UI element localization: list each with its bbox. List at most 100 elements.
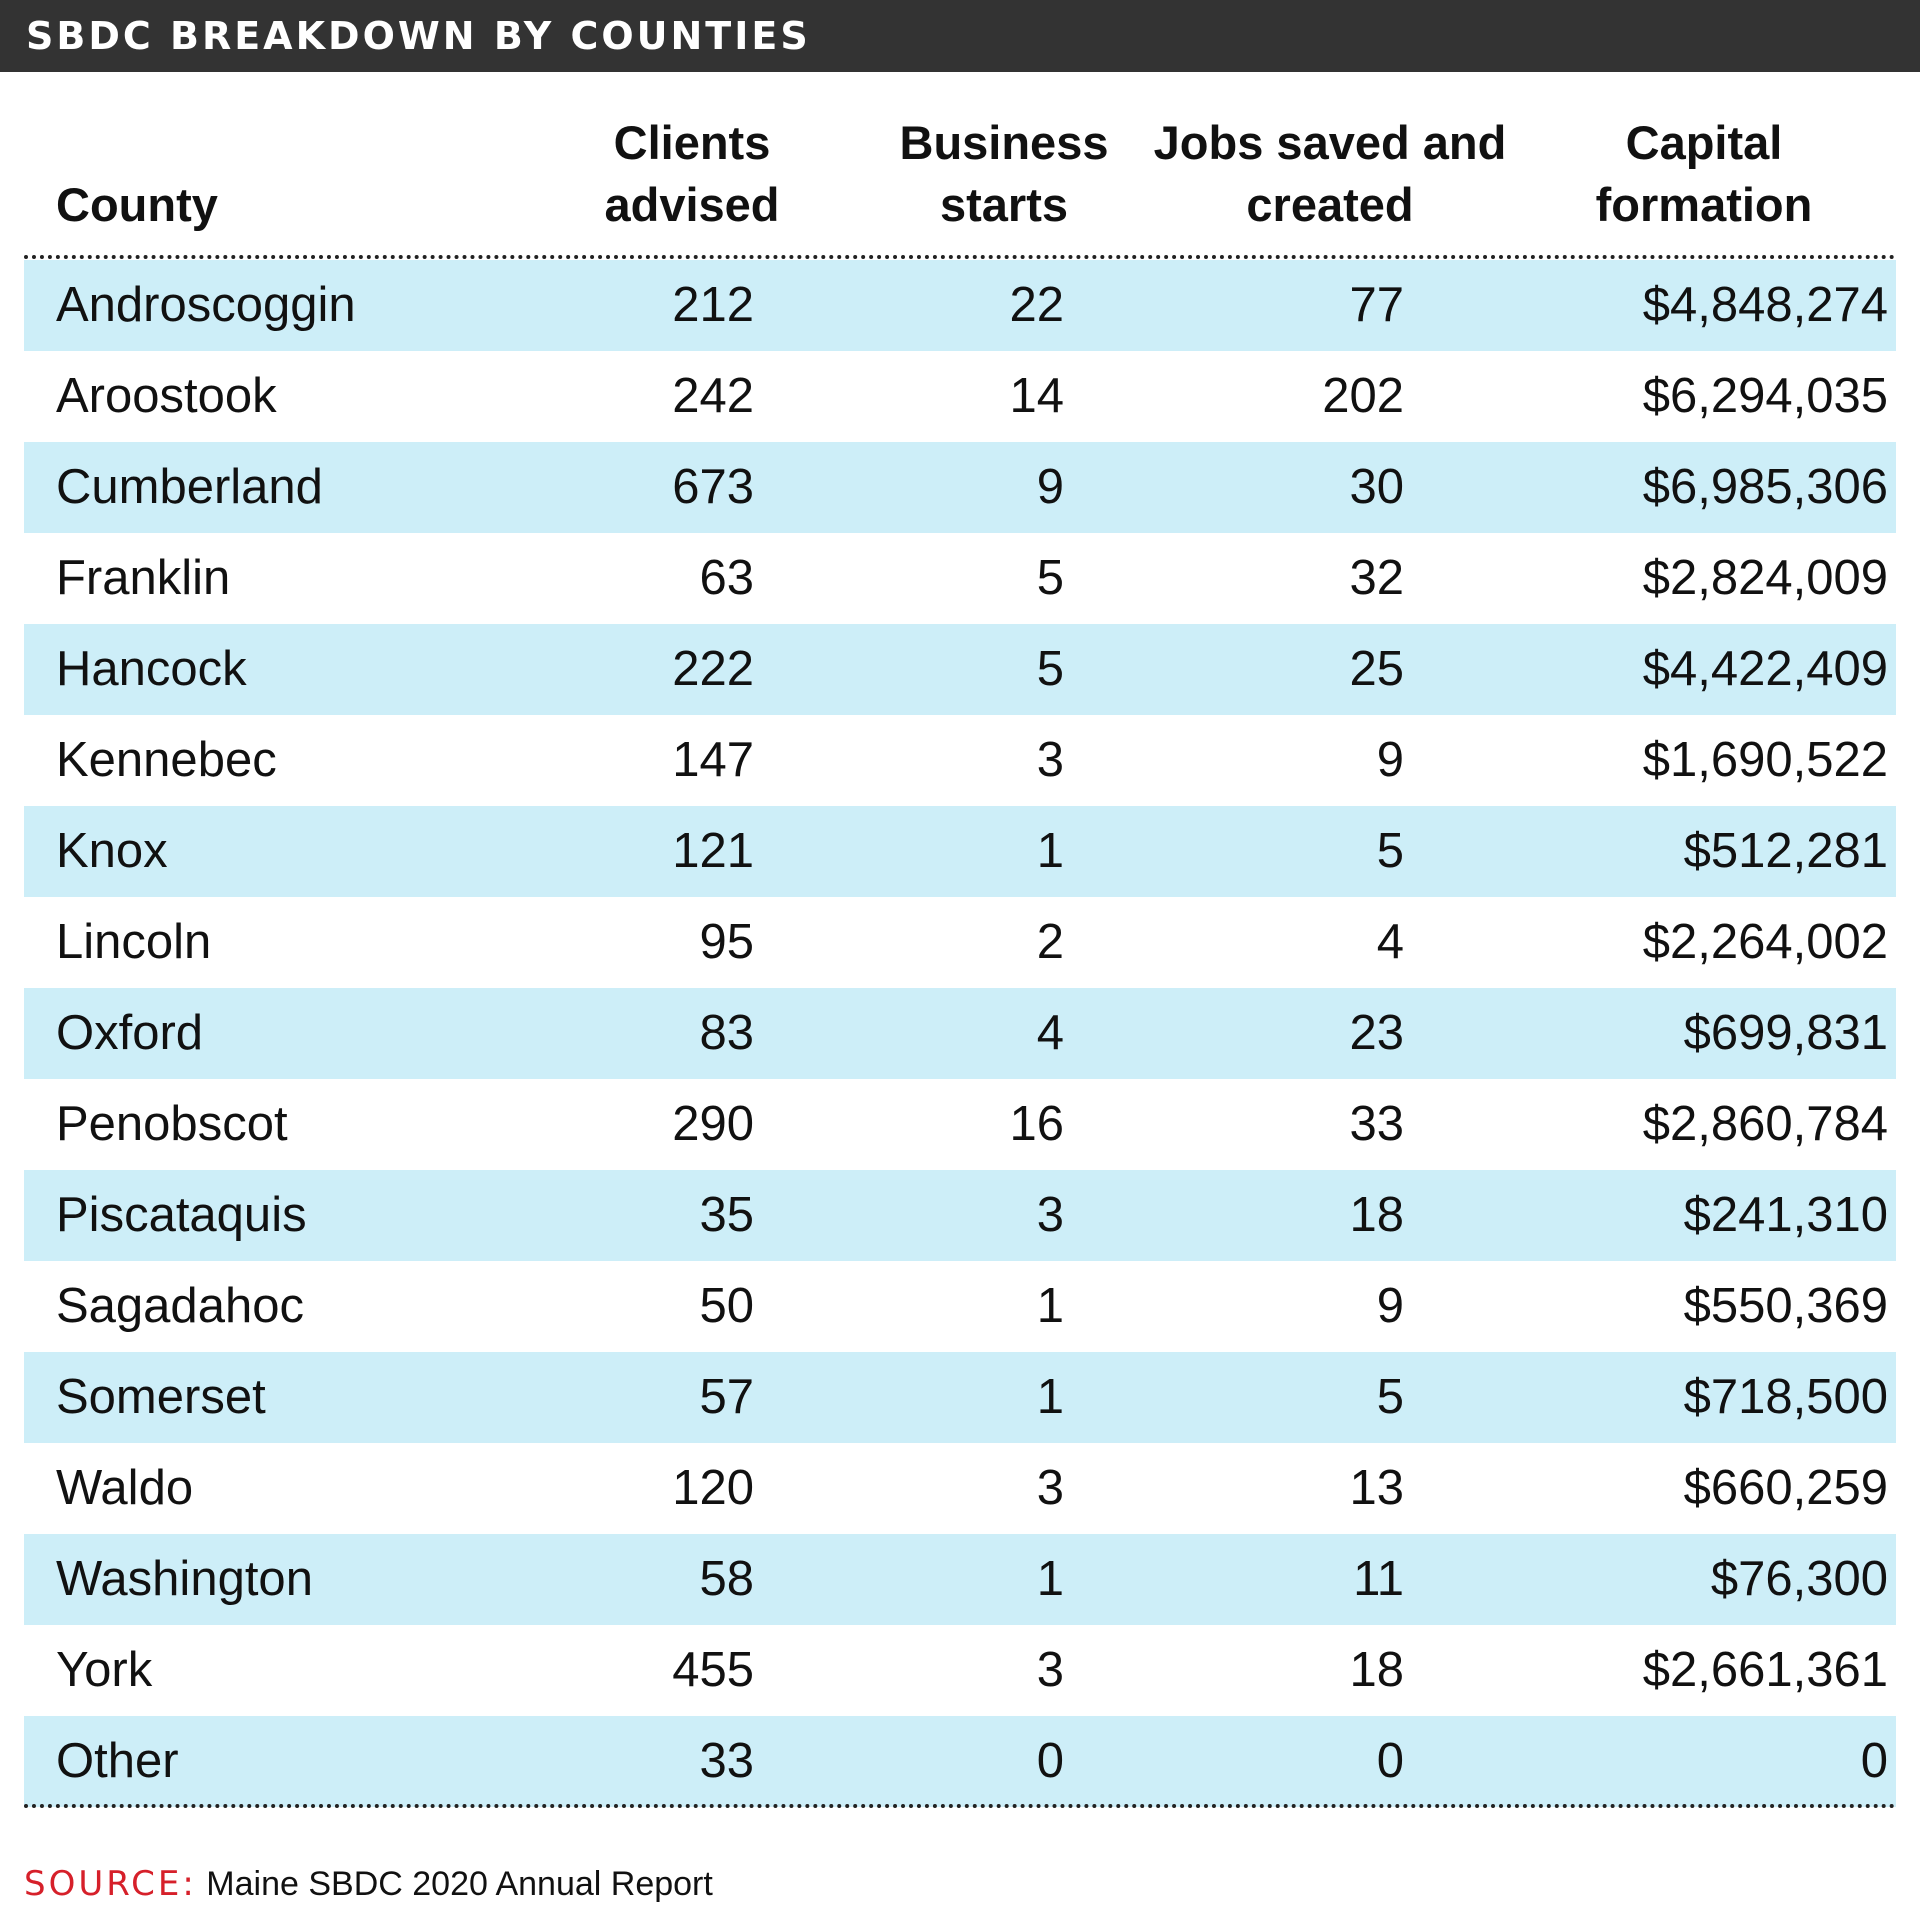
table-row: Other 33 0 0 0 <box>24 1716 1896 1807</box>
cell-jobs: 0 <box>1376 1734 1404 1788</box>
cell-capital: $76,300 <box>1710 1552 1888 1606</box>
cell-capital: $6,985,306 <box>1642 460 1888 514</box>
cell-jobs: 5 <box>1376 1370 1404 1424</box>
cell-business: 3 <box>1036 733 1064 787</box>
cell-capital: $2,661,361 <box>1642 1643 1888 1697</box>
table-row: Somerset 57 1 5 $718,500 <box>24 1352 1896 1443</box>
cell-business: 22 <box>1009 278 1064 332</box>
cell-jobs: 9 <box>1376 1279 1404 1333</box>
cell-clients: 57 <box>699 1370 754 1424</box>
cell-jobs: 4 <box>1376 915 1404 969</box>
cell-clients: 50 <box>699 1279 754 1333</box>
cell-capital: $718,500 <box>1683 1370 1888 1424</box>
cell-county: Piscataquis <box>56 1188 307 1242</box>
table-row: Piscataquis 35 3 18 $241,310 <box>24 1170 1896 1261</box>
cell-capital: $550,369 <box>1683 1279 1888 1333</box>
cell-county: Waldo <box>56 1461 194 1515</box>
cell-business: 16 <box>1009 1097 1064 1151</box>
cell-jobs: 32 <box>1349 551 1404 605</box>
table-row: Oxford 83 4 23 $699,831 <box>24 988 1896 1079</box>
cell-county: Cumberland <box>56 460 323 514</box>
cell-capital: $4,422,409 <box>1642 642 1888 696</box>
header-business-line1: Business <box>899 116 1109 169</box>
header-clients-line1: Clients <box>613 116 771 169</box>
cell-county: Washington <box>56 1552 313 1606</box>
table-row: Androscoggin 212 22 77 $4,848,274 <box>24 260 1896 351</box>
cell-county: Penobscot <box>56 1097 288 1151</box>
cell-jobs: 33 <box>1349 1097 1404 1151</box>
header-capital-line2: formation <box>1595 178 1813 231</box>
header-jobs-saved-created: Jobs saved and created <box>1130 112 1530 236</box>
cell-jobs: 13 <box>1349 1461 1404 1515</box>
header-capital-formation: Capital formation <box>1524 112 1884 236</box>
cell-clients: 95 <box>699 915 754 969</box>
cell-capital: $512,281 <box>1683 824 1888 878</box>
cell-jobs: 77 <box>1349 278 1404 332</box>
table-row: Sagadahoc 50 1 9 $550,369 <box>24 1261 1896 1352</box>
cell-capital: $699,831 <box>1683 1006 1888 1060</box>
cell-capital: $2,264,002 <box>1642 915 1888 969</box>
table-row: Franklin 63 5 32 $2,824,009 <box>24 533 1896 624</box>
cell-capital: $241,310 <box>1683 1188 1888 1242</box>
table-row: Penobscot 290 16 33 $2,860,784 <box>24 1079 1896 1170</box>
cell-clients: 120 <box>672 1461 754 1515</box>
cell-business: 14 <box>1009 369 1064 423</box>
cell-county: Lincoln <box>56 915 212 969</box>
cell-county: Franklin <box>56 551 231 605</box>
header-clients-advised: Clients advised <box>532 112 852 236</box>
cell-clients: 242 <box>672 369 754 423</box>
table-row: Washington 58 1 11 $76,300 <box>24 1534 1896 1625</box>
cell-jobs: 9 <box>1376 733 1404 787</box>
cell-business: 3 <box>1036 1461 1064 1515</box>
table-body: Androscoggin 2 1 2 22 77 $4,848,274 Aroostook 24… <box>24 260 1896 1807</box>
cell-clients: 222 <box>672 642 754 696</box>
header-business-starts: Business starts <box>834 112 1174 236</box>
source-text: Maine SBDC 2020 Annual Report <box>206 1865 713 1903</box>
header-divider <box>24 255 1896 259</box>
cell-business: 3 <box>1036 1188 1064 1242</box>
cell-county: Sagadahoc <box>56 1279 304 1333</box>
cell-clients: 147 <box>672 733 754 787</box>
table-row: Aroostook 242 14 202 $6,294,035 <box>24 351 1896 442</box>
cell-county: Androscoggin <box>56 278 356 332</box>
cell-jobs: 18 <box>1349 1643 1404 1697</box>
cell-clients: 35 <box>699 1188 754 1242</box>
cell-capital: $4,848,274 <box>1642 278 1888 332</box>
table-row: Hancock 222 5 25 $4,422,409 <box>24 624 1896 715</box>
source-note: SOURCE: Maine SBDC 2020 Annual Report <box>24 1862 713 1906</box>
cell-jobs: 5 <box>1376 824 1404 878</box>
cell-county: Knox <box>56 824 168 878</box>
chart-title: SBDC BREAKDOWN BY COUNTIES <box>26 14 811 58</box>
cell-county: Somerset <box>56 1370 266 1424</box>
cell-jobs: 23 <box>1349 1006 1404 1060</box>
cell-capital: $2,860,784 <box>1642 1097 1888 1151</box>
title-bar: SBDC BREAKDOWN BY COUNTIES <box>0 0 1920 72</box>
cell-business: 3 <box>1036 1643 1064 1697</box>
cell-business: 1 <box>1036 1370 1064 1424</box>
cell-business: 4 <box>1036 1006 1064 1060</box>
cell-jobs: 18 <box>1349 1188 1404 1242</box>
header-county: County <box>56 178 218 231</box>
cell-clients: 455 <box>672 1643 754 1697</box>
table-row: Lincoln 95 2 4 $2,264,002 <box>24 897 1896 988</box>
cell-jobs: 25 <box>1349 642 1404 696</box>
cell-business: 1 <box>1036 1552 1064 1606</box>
cell-clients: 121 <box>672 824 754 878</box>
table-row: York 455 3 18 $2,661,361 <box>24 1625 1896 1716</box>
cell-clients: 83 <box>699 1006 754 1060</box>
cell-county: Kennebec <box>56 733 277 787</box>
cell-jobs: 30 <box>1349 460 1404 514</box>
cell-clients: 290 <box>672 1097 754 1151</box>
cell-county: Aroostook <box>56 369 277 423</box>
cell-business: 5 <box>1036 551 1064 605</box>
cell-business: 2 <box>1036 915 1064 969</box>
cell-jobs: 11 <box>1353 1552 1404 1606</box>
cell-county: Other <box>56 1734 179 1788</box>
footer-divider <box>24 1804 1896 1808</box>
table-row: Knox 121 1 5 $512,281 <box>24 806 1896 897</box>
cell-capital: 0 <box>1860 1734 1888 1788</box>
cell-capital: $2,824,009 <box>1642 551 1888 605</box>
cell-clients: 33 <box>699 1734 754 1788</box>
table-row: Cumberland 673 9 30 $6,985,306 <box>24 442 1896 533</box>
cell-capital: $1,690,522 <box>1642 733 1888 787</box>
